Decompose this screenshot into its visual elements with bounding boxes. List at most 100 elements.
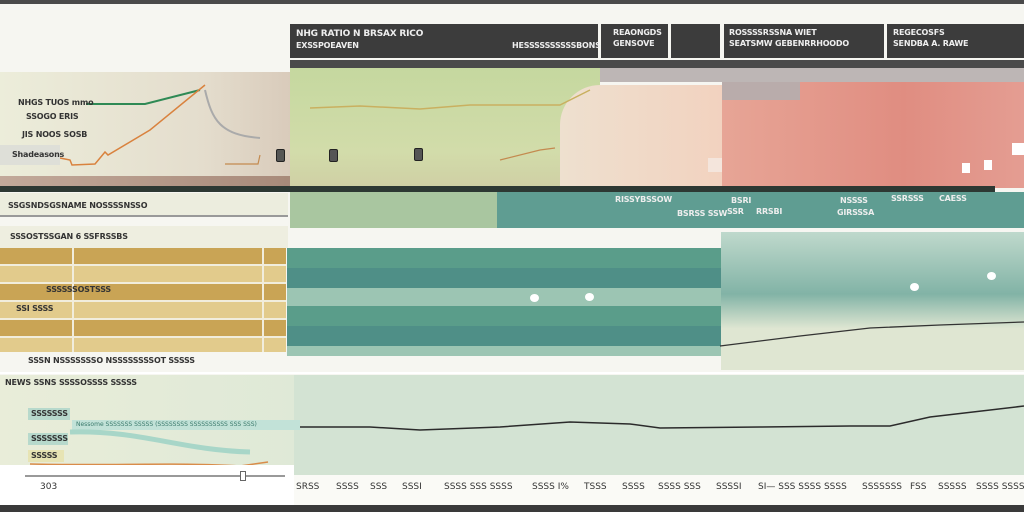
panel2-title: REAONGDS [613, 28, 662, 37]
header-title: NHG RATIO N BRSAX RICO [296, 29, 424, 39]
note-band: Nessome SSSSSSS SSSSS (SSSSSSSS SSSSSSSS… [72, 420, 300, 430]
light-teal-chart [721, 232, 1024, 370]
marker-square [984, 160, 992, 170]
teal-grid-chart [287, 248, 721, 356]
x-tick: 303 [40, 482, 58, 492]
range-slider-track[interactable] [25, 475, 285, 477]
data-point [530, 294, 539, 302]
top-left-chart [0, 72, 290, 188]
header-subtitle: EXSSPOEAVEN [296, 41, 359, 50]
teal-label: CAESS [939, 194, 967, 203]
top-border [0, 0, 1024, 4]
green-series-line [86, 89, 201, 105]
data-point [910, 283, 919, 291]
top-label-4: Shadeasons [12, 150, 65, 159]
yellow-series-line [309, 89, 591, 110]
bottom-border [0, 505, 1024, 512]
teal-label: SSRSSS [891, 194, 924, 203]
legend-item-1: SSSSSSS [28, 408, 70, 420]
bottom-line-chart [294, 375, 1024, 475]
x-tick: SSSS SSSS [976, 482, 1024, 492]
header-panel-3 [671, 24, 720, 58]
column-divider [262, 248, 264, 352]
panel4-subtitle: SEATSMW GEBENRRHOODO [729, 39, 849, 48]
chart-note: Nessome SSSSSSS SSSSS (SSSSSSSS SSSSSSSS… [76, 421, 257, 428]
x-tick: FSS [910, 482, 927, 492]
x-tick: TSSS [584, 482, 607, 492]
top-green-chart [290, 68, 600, 188]
teal-line [719, 321, 1024, 347]
brown-series-line-2 [225, 154, 261, 165]
teal-label: SSR [727, 207, 744, 216]
column-divider [72, 248, 74, 352]
teal-label: GIRSSSA [837, 208, 875, 217]
slider-handle-1[interactable] [276, 149, 285, 162]
top-label-3: JIS NOOS SOSB [22, 130, 88, 139]
x-tick: SSSS SSS SSSS [444, 482, 513, 492]
x-tick: SRSS [296, 482, 320, 492]
header-panel-main: NHG RATIO N BRSAX RICO EXSSPOEAVEN HESSS… [290, 24, 601, 58]
main-series-line [300, 405, 1024, 431]
x-tick: SSSS [336, 482, 359, 492]
range-slider-handle[interactable] [240, 471, 246, 481]
x-axis: SRSS SSSS SSS SSSI SSSS SSS SSSS SSSS I%… [294, 475, 1024, 505]
top-label-2: SSOGO ERIS [26, 112, 79, 121]
data-point [987, 272, 996, 280]
section-title-3: NEWS SSNS SSSSOSSSS SSSSS [5, 378, 137, 387]
x-tick: SSSSSSS [862, 482, 902, 492]
bottom-left-axis: 303 [0, 465, 294, 505]
x-tick: SSSS I% [532, 482, 569, 492]
teal-label: RRSBI [756, 207, 783, 216]
teal-label: BSRSS SSW [677, 209, 728, 218]
top-peach-chart [560, 85, 725, 188]
panel4-title: ROSSSSRSSNA WIET [729, 28, 817, 37]
header-panel-2: REAONGDS GENSOVE [601, 24, 668, 58]
x-tick: SSSS [622, 482, 645, 492]
teal-header-band: RISSYBSSOW BSRSS SSW BSRI SSR RRSBI NSSS… [497, 192, 1024, 228]
section-title-1: SSGSNDSGSNAME NOSSSSNSSO [8, 201, 148, 210]
green-band [290, 192, 500, 228]
panel5-subtitle: SENDBA A. RAWE [893, 39, 969, 48]
legend-item-2: SSSSSSS [28, 433, 68, 445]
slider-handle-3[interactable] [414, 148, 423, 161]
marker-square [1012, 143, 1024, 155]
top-label-1: NHGS TUOS mmo [18, 98, 94, 107]
header-panel-5: REGECOSFS SENDBA A. RAWE [887, 24, 1024, 58]
gold-row-label: SSI SSSS [16, 304, 54, 313]
header-right-label: HESSSSSSSSSSBONS [512, 41, 601, 50]
gold-bar-table: SSSSSSOSTSSS SSI SSSS [0, 248, 286, 352]
marker-square [962, 163, 970, 173]
marker-square [708, 158, 722, 172]
divider [0, 372, 1024, 374]
legend-label: SSSSS [31, 451, 58, 460]
x-tick: SSSSS [938, 482, 967, 492]
panel5-title: REGECOSFS [893, 28, 945, 37]
x-tick: SSS [370, 482, 388, 492]
teal-series-line [69, 429, 251, 455]
section-header-1: SSGSNDSGSNAME NOSSSSNSSO [0, 193, 288, 217]
gold-rows-footer: SSSN NSSSSSSSO NSSSSSSSSOT SSSSS [28, 356, 195, 365]
x-tick: SSSI [402, 482, 422, 492]
legend-label: SSSSSSS [31, 409, 68, 418]
gold-row-label: SSSSSSOSTSSS [46, 285, 111, 294]
header-panel-4: ROSSSSRSSNA WIET SEATSMW GEBENRRHOODO [724, 24, 884, 58]
teal-label: NSSSS [840, 196, 868, 205]
brown-series-line [499, 147, 556, 161]
x-tick: SSSSI [716, 482, 742, 492]
panel2-subtitle: GENSOVE [613, 39, 655, 48]
slider-handle-2[interactable] [329, 149, 338, 162]
legend-label: SSSSSSS [31, 434, 68, 443]
gray-series-line [204, 89, 261, 139]
header-strip [290, 60, 1024, 68]
orange-series-line [59, 84, 206, 166]
teal-label: BSRI [731, 196, 752, 205]
gray-band [600, 68, 1024, 82]
x-tick: SSSS SSS [658, 482, 701, 492]
top-lines [59, 84, 591, 166]
section-header-2: SSSOSTSSGAN 6 SSFRSSBS [0, 226, 288, 248]
gray-band-2 [722, 82, 800, 100]
top-baseline [0, 176, 290, 186]
teal-label: RISSYBSSOW [615, 195, 672, 204]
section-title-2: SSSOSTSSGAN 6 SSFRSSBS [10, 232, 128, 241]
data-point [585, 293, 594, 301]
